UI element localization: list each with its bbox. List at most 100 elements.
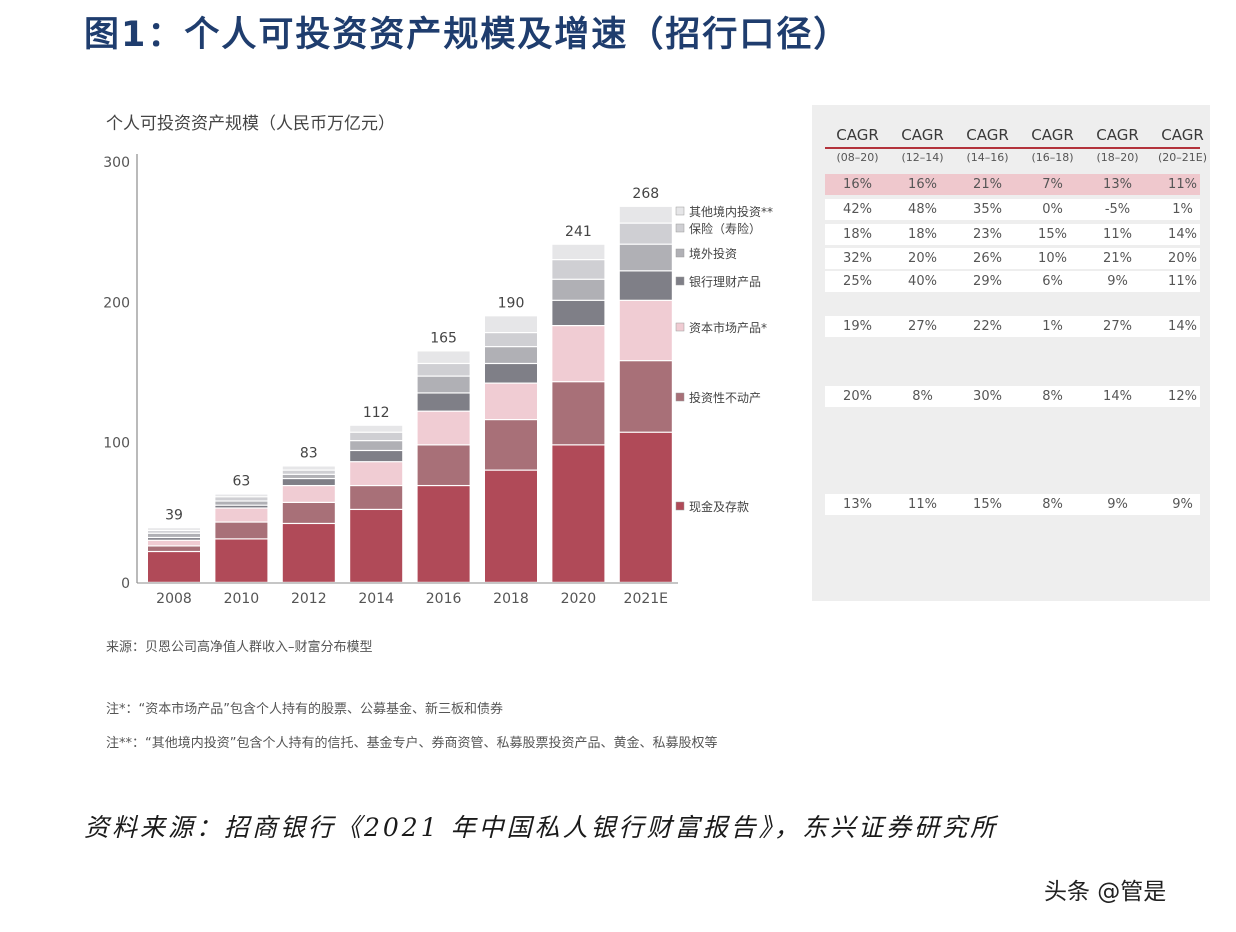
table-row: 20% 8% 30% 8% 14% 12% xyxy=(825,386,1200,407)
bar-segment xyxy=(215,505,268,508)
cagr-header-label: CAGR xyxy=(836,126,879,144)
bar-total-label: 241 xyxy=(565,224,592,240)
bar-segment xyxy=(282,474,335,478)
bar-segment xyxy=(552,279,605,300)
cagr-table-header: CAGR (08–20) CAGR (12–14) CAGR (14–16) CAGR (16… xyxy=(812,105,1210,175)
cagr-header-period: (16–18) xyxy=(1031,151,1074,164)
bar-segment xyxy=(350,432,403,441)
watermark: 头条 @管是 xyxy=(1044,879,1167,905)
legend-swatch xyxy=(675,392,685,402)
table-cell: 13% xyxy=(1103,177,1132,192)
footnote-other-domestic: 注**：“其他境内投资”包含个人持有的信托、基金专户、券商资管、私募股票投资产品… xyxy=(106,736,718,751)
bar-segment xyxy=(215,497,268,501)
cagr-header-label: CAGR xyxy=(1096,126,1139,144)
table-row: 25% 40% 29% 6% 9% 11% xyxy=(825,271,1200,292)
bar-segment xyxy=(350,486,403,509)
table-cell: 25% xyxy=(843,274,872,289)
bar-segment xyxy=(552,326,605,382)
legend-label: 保险（寿险） xyxy=(689,221,761,236)
y-tick-label: 0 xyxy=(121,576,130,592)
cagr-header-label: CAGR xyxy=(1031,126,1074,144)
table-cell: 40% xyxy=(908,274,937,289)
legend-label: 现金及存款 xyxy=(689,499,749,514)
table-cell: 32% xyxy=(843,251,872,266)
table-cell: 27% xyxy=(1103,319,1132,334)
table-cell: 30% xyxy=(973,389,1002,404)
legend-swatch xyxy=(675,501,685,511)
bar-segment xyxy=(148,546,200,551)
y-axis: 0 100 200 300 xyxy=(103,154,138,592)
table-cell: 16% xyxy=(843,177,872,192)
y-tick-label: 100 xyxy=(103,436,130,452)
table-cell: 11% xyxy=(1103,227,1132,242)
legend-swatch xyxy=(675,206,685,216)
table-cell: 14% xyxy=(1168,319,1197,334)
table-cell: 1% xyxy=(1042,319,1063,334)
table-cell: 9% xyxy=(1172,497,1193,512)
legend-label: 投资性不动产 xyxy=(689,390,761,405)
bar-segment xyxy=(148,528,200,530)
bar-segment xyxy=(350,425,403,432)
bar-segment xyxy=(417,376,470,393)
bar-segment xyxy=(282,503,335,523)
table-cell: 11% xyxy=(908,497,937,512)
legend-label: 资本市场产品* xyxy=(689,320,767,335)
table-cell: 7% xyxy=(1042,177,1063,192)
table-cell: 23% xyxy=(973,227,1002,242)
x-axis: 2008 2010 2012 2014 2016 2018 2020 2021E xyxy=(137,582,678,607)
bar-segment xyxy=(619,206,672,223)
bar-segment xyxy=(619,223,672,244)
bar-segment xyxy=(619,271,672,300)
bar-segment xyxy=(619,300,672,361)
bars: 39 63 83 112 165 190 241 268 xyxy=(148,186,672,582)
bar-segment xyxy=(417,445,470,485)
bar-total-label: 268 xyxy=(632,186,659,202)
table-row: 19% 27% 22% 1% 27% 14% xyxy=(825,316,1200,337)
bar-segment xyxy=(148,538,200,540)
cagr-header-period: (14–16) xyxy=(966,151,1009,164)
bar-segment xyxy=(350,451,403,462)
x-tick-label: 2020 xyxy=(561,591,597,607)
legend-swatch xyxy=(675,248,685,258)
table-cell: 42% xyxy=(843,202,872,217)
table-cell: 6% xyxy=(1042,274,1063,289)
bar-segment xyxy=(552,382,605,445)
legend-swatch xyxy=(675,223,685,233)
table-cell: 20% xyxy=(1168,251,1197,266)
table-cell: 8% xyxy=(912,389,933,404)
table-cell: 21% xyxy=(973,177,1002,192)
bar-segment xyxy=(417,364,470,376)
x-tick-label: 2010 xyxy=(224,591,260,607)
bar-segment xyxy=(215,539,268,582)
cagr-header-label: CAGR xyxy=(966,126,1009,144)
bar-total-label: 112 xyxy=(363,405,390,421)
table-cell: 14% xyxy=(1168,227,1197,242)
bar-total-label: 165 xyxy=(430,330,457,346)
table-row: 18% 18% 23% 15% 11% 14% xyxy=(825,224,1200,245)
bar-segment xyxy=(552,260,605,279)
bar-segment xyxy=(552,445,605,582)
legend-label: 境外投资 xyxy=(689,246,737,261)
table-cell: 26% xyxy=(973,251,1002,266)
x-tick-label: 2016 xyxy=(426,591,462,607)
x-tick-label: 2021E xyxy=(624,591,668,607)
table-cell: 18% xyxy=(843,227,872,242)
bar-segment xyxy=(619,432,672,582)
legend-label: 银行理财产品 xyxy=(689,275,761,289)
bar-segment xyxy=(282,470,335,474)
table-cell: 19% xyxy=(843,319,872,334)
table-cell: 35% xyxy=(973,202,1002,217)
legend-swatch xyxy=(675,276,685,286)
cagr-header-label: CAGR xyxy=(1161,126,1204,144)
bar-segment xyxy=(485,420,537,470)
bar-segment xyxy=(485,364,537,383)
bar-segment xyxy=(485,383,537,420)
table-cell: 8% xyxy=(1042,389,1063,404)
bar-segment xyxy=(552,244,605,260)
table-cell: 15% xyxy=(973,497,1002,512)
table-cell: 12% xyxy=(1168,389,1197,404)
table-cell: -5% xyxy=(1104,202,1131,217)
stacked-bar-chart: 个人可投资资产规模（人民币万亿元） 0 100 200 300 39 63 83 112 16… xyxy=(103,114,773,607)
table-cell: 0% xyxy=(1042,202,1063,217)
